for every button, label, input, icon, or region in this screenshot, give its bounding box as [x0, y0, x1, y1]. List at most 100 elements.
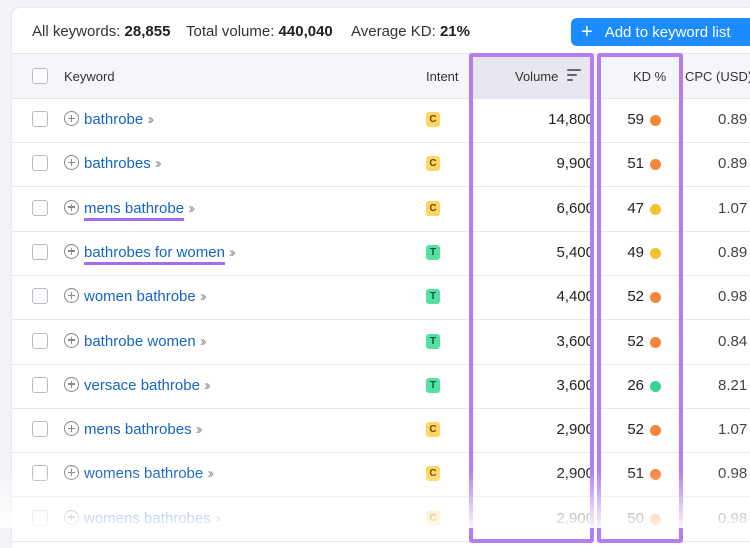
total-volume-value: 440,040 — [278, 23, 333, 40]
keyword-text[interactable]: womens bathrobe — [84, 465, 204, 483]
volume-value: 3,600 — [556, 376, 594, 394]
kd-column-highlight-box — [597, 53, 683, 543]
row-checkbox[interactable] — [32, 243, 48, 260]
kd-value: 59 — [627, 111, 644, 128]
keyword-link[interactable]: mens bathrobes ›› — [84, 421, 203, 439]
volume-value: 2,900 — [556, 421, 594, 439]
table-row: bathrobe ›› C 14,800 59 0.89 — [12, 98, 750, 143]
total-volume-stat: Total volume: 440,040 — [186, 23, 333, 40]
row-checkbox[interactable] — [32, 509, 48, 526]
keyword-link[interactable]: bathrobe women ›› — [84, 332, 207, 350]
kd-value: 52 — [627, 332, 644, 350]
keyword-text[interactable]: bathrobes — [84, 155, 151, 173]
cpc-value: 1.07 — [718, 421, 748, 439]
select-all-checkbox[interactable] — [32, 68, 48, 84]
chevron-double-right-icon[interactable]: ›› — [147, 111, 154, 128]
column-header-intent[interactable]: Intent — [426, 69, 459, 84]
plus-icon: + — [581, 21, 593, 43]
keyword-text[interactable]: women bathrobe — [84, 288, 196, 306]
keyword-link[interactable]: bathrobes for women ›› — [84, 243, 236, 265]
row-checkbox[interactable] — [32, 199, 48, 216]
table-row: bathrobes for women ›› T 5,400 49 0.89 — [12, 231, 750, 276]
chevron-double-right-icon[interactable]: ›› — [195, 421, 203, 439]
chevron-double-right-icon[interactable]: ›› — [154, 155, 162, 173]
keyword-text[interactable]: mens bathrobes — [84, 421, 192, 439]
column-header-kd[interactable]: KD % — [633, 69, 667, 84]
chevron-double-right-icon[interactable]: ›› — [199, 332, 207, 350]
intent-badge: T — [426, 333, 440, 349]
intent-badge: T — [426, 244, 440, 260]
volume-column-highlight-box — [469, 53, 594, 543]
keyword-text[interactable]: mens bathrobe — [84, 199, 185, 221]
add-keyword-icon[interactable] — [64, 243, 79, 259]
row-checkbox[interactable] — [32, 288, 48, 305]
keyword-link[interactable]: mens bathrobe ›› — [84, 199, 195, 221]
kd-value: 52 — [627, 421, 644, 439]
kd-difficulty-dot — [650, 159, 661, 171]
keyword-link[interactable]: womens bathrobe ›› — [84, 465, 214, 483]
keyword-text[interactable]: womens bathrobes — [84, 509, 211, 527]
chevron-double-right-icon[interactable]: ›› — [203, 376, 211, 394]
kd-value: 49 — [627, 243, 644, 261]
chevron-double-right-icon[interactable]: ›› — [188, 199, 195, 217]
add-to-keyword-list-button[interactable]: + Add to keyword list — [571, 18, 750, 46]
table-row: versace bathrobe ›› T 3,600 26 8.21 — [12, 364, 750, 409]
row-checkbox[interactable] — [32, 465, 48, 482]
keyword-text[interactable]: versace bathrobe — [84, 376, 200, 394]
table-row: women bathrobe ›› T 4,400 52 0.98 — [12, 275, 750, 321]
add-keyword-icon[interactable] — [64, 288, 79, 304]
column-header-volume[interactable]: Volume — [515, 69, 559, 84]
table-header: Keyword Intent Volume KD % CPC (USD) — [12, 53, 750, 99]
kd-value: 47 — [627, 199, 644, 217]
add-keyword-icon[interactable] — [64, 199, 79, 215]
cpc-value: 0.98 — [718, 465, 748, 483]
cpc-value: 0.89 — [718, 243, 748, 261]
intent-badge: C — [426, 156, 440, 172]
add-keyword-icon[interactable] — [64, 421, 79, 437]
keyword-text[interactable]: bathrobes for women — [84, 243, 225, 265]
chevron-double-right-icon[interactable]: ›› — [214, 509, 222, 527]
intent-badge: C — [426, 200, 440, 216]
keyword-table-card: All keywords: 28,855 Total volume: 440,0… — [12, 8, 750, 548]
keyword-link[interactable]: bathrobes ›› — [84, 155, 162, 173]
cpc-value: 0.89 — [718, 155, 748, 173]
table-row: bathrobes ›› C 9,900 51 0.89 — [12, 142, 750, 188]
keyword-text[interactable]: bathrobe — [84, 111, 144, 128]
kd-difficulty-dot — [650, 292, 661, 304]
kd-difficulty-dot — [650, 203, 661, 215]
row-checkbox[interactable] — [32, 111, 48, 127]
volume-value: 4,400 — [556, 288, 594, 306]
keyword-link[interactable]: women bathrobe ›› — [84, 288, 207, 306]
cpc-value: 1.07 — [718, 199, 748, 217]
keyword-link[interactable]: versace bathrobe ›› — [84, 376, 211, 394]
add-keyword-icon[interactable] — [64, 332, 79, 348]
add-keyword-icon[interactable] — [64, 155, 79, 171]
all-keywords-stat: All keywords: 28,855 — [32, 23, 170, 40]
add-keyword-icon[interactable] — [64, 376, 79, 392]
keyword-link[interactable]: bathrobe ›› — [84, 111, 154, 128]
keyword-link[interactable]: womens bathrobes ›› — [84, 509, 222, 527]
row-checkbox[interactable] — [32, 376, 48, 393]
keyword-text[interactable]: bathrobe women — [84, 332, 196, 350]
column-header-keyword[interactable]: Keyword — [64, 69, 115, 84]
chevron-double-right-icon[interactable]: ›› — [199, 288, 207, 306]
average-kd-label: Average KD: — [351, 23, 436, 40]
row-checkbox[interactable] — [32, 155, 48, 172]
volume-value: 6,600 — [556, 199, 594, 217]
add-keyword-icon[interactable] — [64, 465, 79, 481]
intent-badge: T — [426, 289, 440, 305]
table-row: mens bathrobes ›› C 2,900 52 1.07 — [12, 408, 750, 454]
add-keyword-icon[interactable] — [64, 509, 79, 525]
intent-badge: C — [426, 422, 440, 438]
row-checkbox[interactable] — [32, 421, 48, 438]
kd-value: 51 — [627, 155, 644, 173]
cpc-value: 0.98 — [718, 509, 748, 527]
chevron-double-right-icon[interactable]: ›› — [207, 465, 214, 483]
intent-badge: C — [426, 510, 440, 526]
row-checkbox[interactable] — [32, 332, 48, 349]
sort-descending-icon[interactable] — [567, 69, 581, 81]
cpc-value: 8.21 — [718, 376, 748, 394]
column-header-cpc[interactable]: CPC (USD) — [685, 69, 750, 84]
chevron-double-right-icon[interactable]: ›› — [228, 243, 236, 261]
add-keyword-icon[interactable] — [64, 111, 79, 126]
